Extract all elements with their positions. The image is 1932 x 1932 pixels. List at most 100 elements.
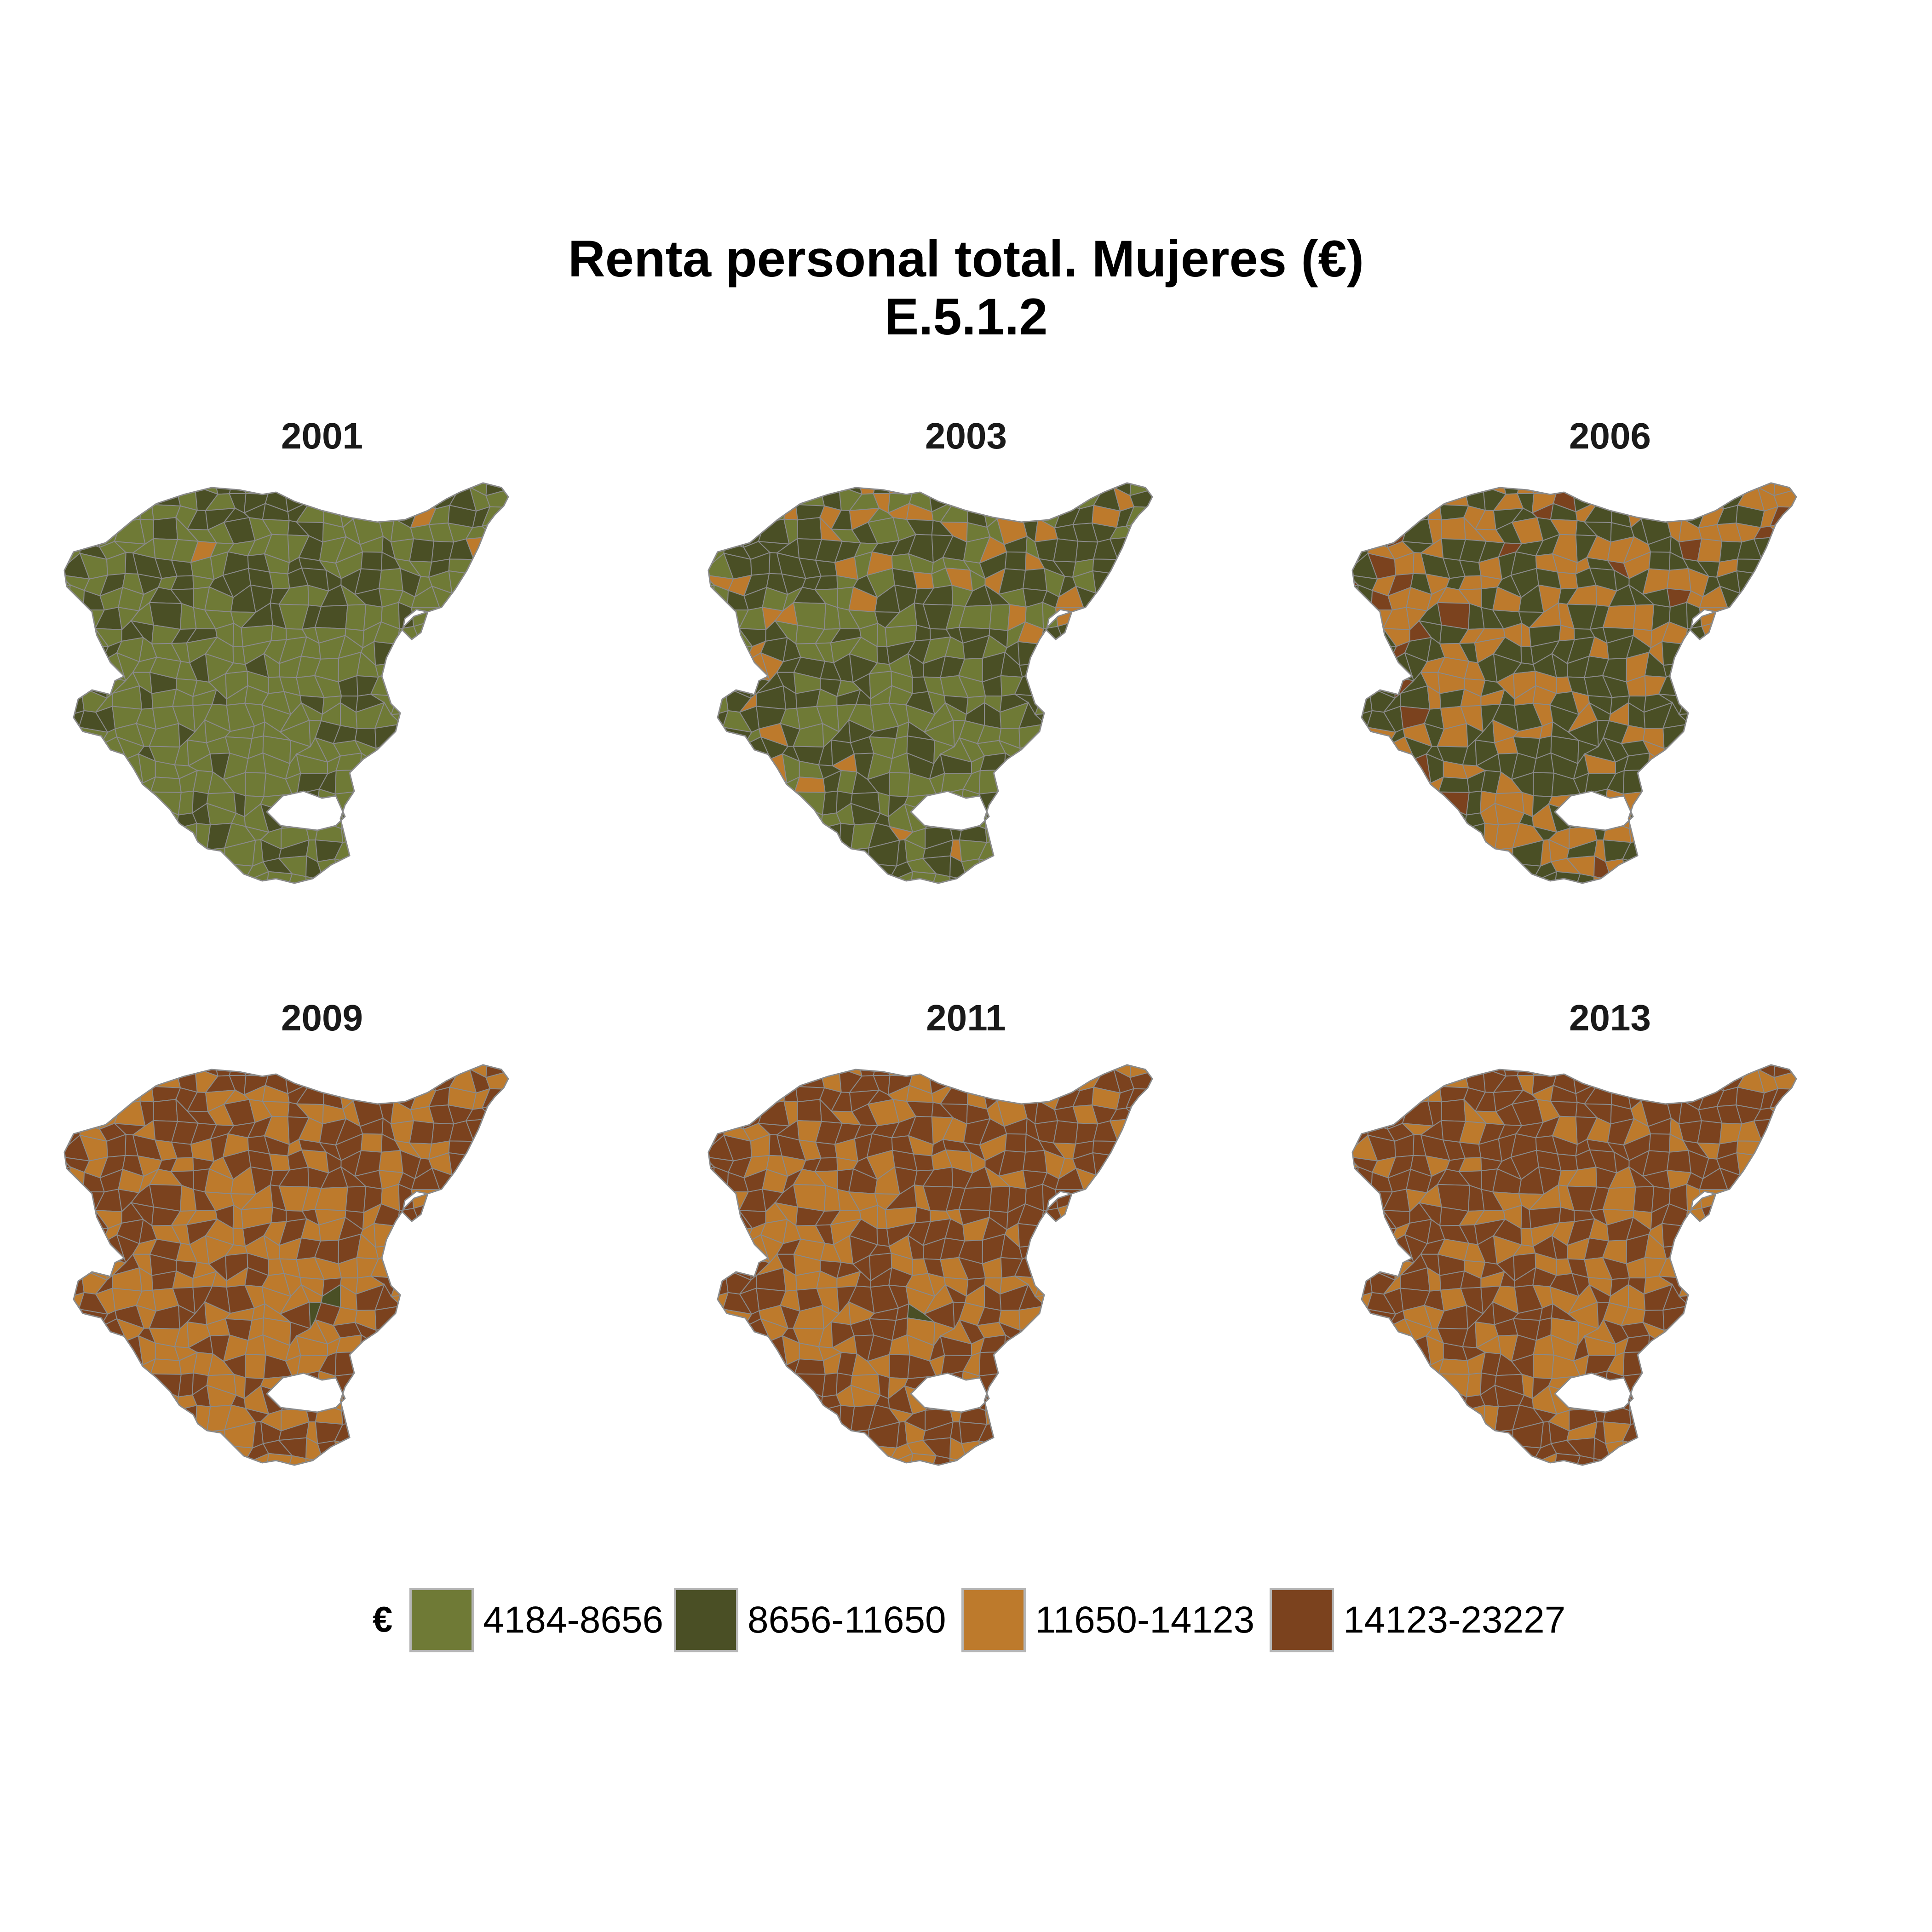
municipality-region (1754, 1306, 1780, 1331)
municipality-region (269, 1153, 290, 1172)
municipality-region (1167, 493, 1193, 506)
municipality-region (1105, 1322, 1127, 1349)
municipality-region (483, 1149, 508, 1175)
panel-year-label: 2013 (1569, 997, 1651, 1038)
municipality-region (1823, 1184, 1852, 1213)
municipality-region (64, 620, 88, 649)
municipality-region (1037, 877, 1065, 883)
municipality-region (1771, 567, 1796, 593)
municipality-region (356, 1065, 385, 1071)
municipality-region (1074, 702, 1097, 725)
municipality-region (393, 1251, 417, 1281)
municipality-region (1348, 1472, 1367, 1493)
municipality-region (1183, 588, 1212, 612)
municipality-region (1201, 1302, 1218, 1329)
municipality-region (1702, 824, 1726, 845)
municipality-region (1018, 1223, 1046, 1248)
municipality-region (1071, 808, 1103, 830)
municipality-region (116, 839, 140, 860)
municipality-region (704, 891, 723, 911)
municipality-region (76, 487, 108, 509)
municipality-region (64, 1390, 69, 1414)
municipality-region (557, 1339, 582, 1358)
municipality-region (64, 825, 71, 850)
panel-year-label: 2011 (926, 997, 1006, 1038)
municipality-region (926, 873, 951, 883)
municipality-region (543, 1056, 563, 1078)
municipality-region (737, 840, 764, 868)
municipality-region (1824, 1393, 1846, 1412)
municipality-region (1462, 1443, 1487, 1462)
municipality-region (1680, 1236, 1706, 1254)
municipality-region (1777, 1384, 1796, 1412)
municipality-region (480, 1318, 508, 1348)
municipality-region (1648, 769, 1668, 792)
municipality-region (1110, 724, 1136, 749)
municipality-region (1718, 1300, 1742, 1324)
municipality-region (1752, 587, 1775, 604)
municipality-region (1071, 876, 1099, 883)
municipality-region (1372, 1421, 1395, 1449)
legend-label: 4184-8656 (483, 1599, 664, 1641)
municipality-region (206, 1469, 232, 1493)
municipality-region (1038, 824, 1061, 845)
municipality-region (1218, 474, 1242, 495)
municipality-region (505, 488, 508, 508)
municipality-region (1866, 1120, 1886, 1142)
municipality-region (1476, 876, 1500, 883)
municipality-region (1791, 675, 1796, 700)
municipality-region (1862, 606, 1886, 632)
municipality-region (557, 720, 574, 747)
municipality-region (503, 1389, 508, 1412)
municipality-region (429, 738, 454, 767)
municipality-region (360, 752, 380, 771)
municipality-region (1718, 719, 1742, 742)
municipality-region (1861, 1287, 1886, 1308)
municipality-region (1776, 639, 1796, 659)
municipality-region (1352, 1065, 1371, 1070)
municipality-region (1334, 1213, 1350, 1224)
municipality-region (1096, 1472, 1119, 1493)
municipality-region (1162, 753, 1194, 775)
municipality-region (171, 1478, 196, 1493)
municipality-region (1828, 679, 1853, 696)
municipality-region (1794, 728, 1796, 738)
municipality-region (64, 1218, 67, 1243)
municipality-region (1092, 741, 1111, 768)
municipality-region (1680, 485, 1708, 514)
municipality-region (1188, 1341, 1205, 1358)
municipality-region (1052, 1303, 1075, 1322)
municipality-region (1493, 1459, 1515, 1465)
municipality-region (745, 494, 761, 513)
municipality-region (463, 672, 495, 696)
municipality-region (1145, 1409, 1152, 1430)
municipality-region (1147, 1356, 1152, 1372)
municipality-region (174, 861, 199, 880)
municipality-region (777, 1440, 807, 1459)
municipality-region (1714, 842, 1742, 868)
municipality-region (566, 1422, 580, 1447)
municipality-region (989, 604, 1011, 631)
municipality-region (719, 741, 745, 761)
municipality-region (1854, 1422, 1868, 1447)
municipality-region (1352, 1309, 1356, 1329)
municipality-region (562, 631, 582, 641)
municipality-region (1466, 1372, 1482, 1397)
municipality-region (466, 724, 492, 749)
municipality-region (99, 753, 127, 774)
municipality-region (1866, 1356, 1886, 1379)
municipality-region (338, 485, 363, 514)
municipality-region (1113, 1184, 1131, 1213)
municipality-region (360, 1334, 380, 1353)
municipality-region (448, 1152, 474, 1176)
municipality-region (1704, 1222, 1724, 1244)
municipality-region (427, 1243, 458, 1255)
municipality-region (1829, 1440, 1856, 1466)
municipality-region (1850, 1213, 1870, 1223)
municipality-region (1666, 769, 1692, 801)
municipality-region (1863, 1387, 1886, 1415)
municipality-region (1096, 1184, 1116, 1214)
municipality-region (1680, 654, 1706, 672)
municipality-region (133, 1420, 163, 1445)
municipality-region (77, 655, 108, 678)
